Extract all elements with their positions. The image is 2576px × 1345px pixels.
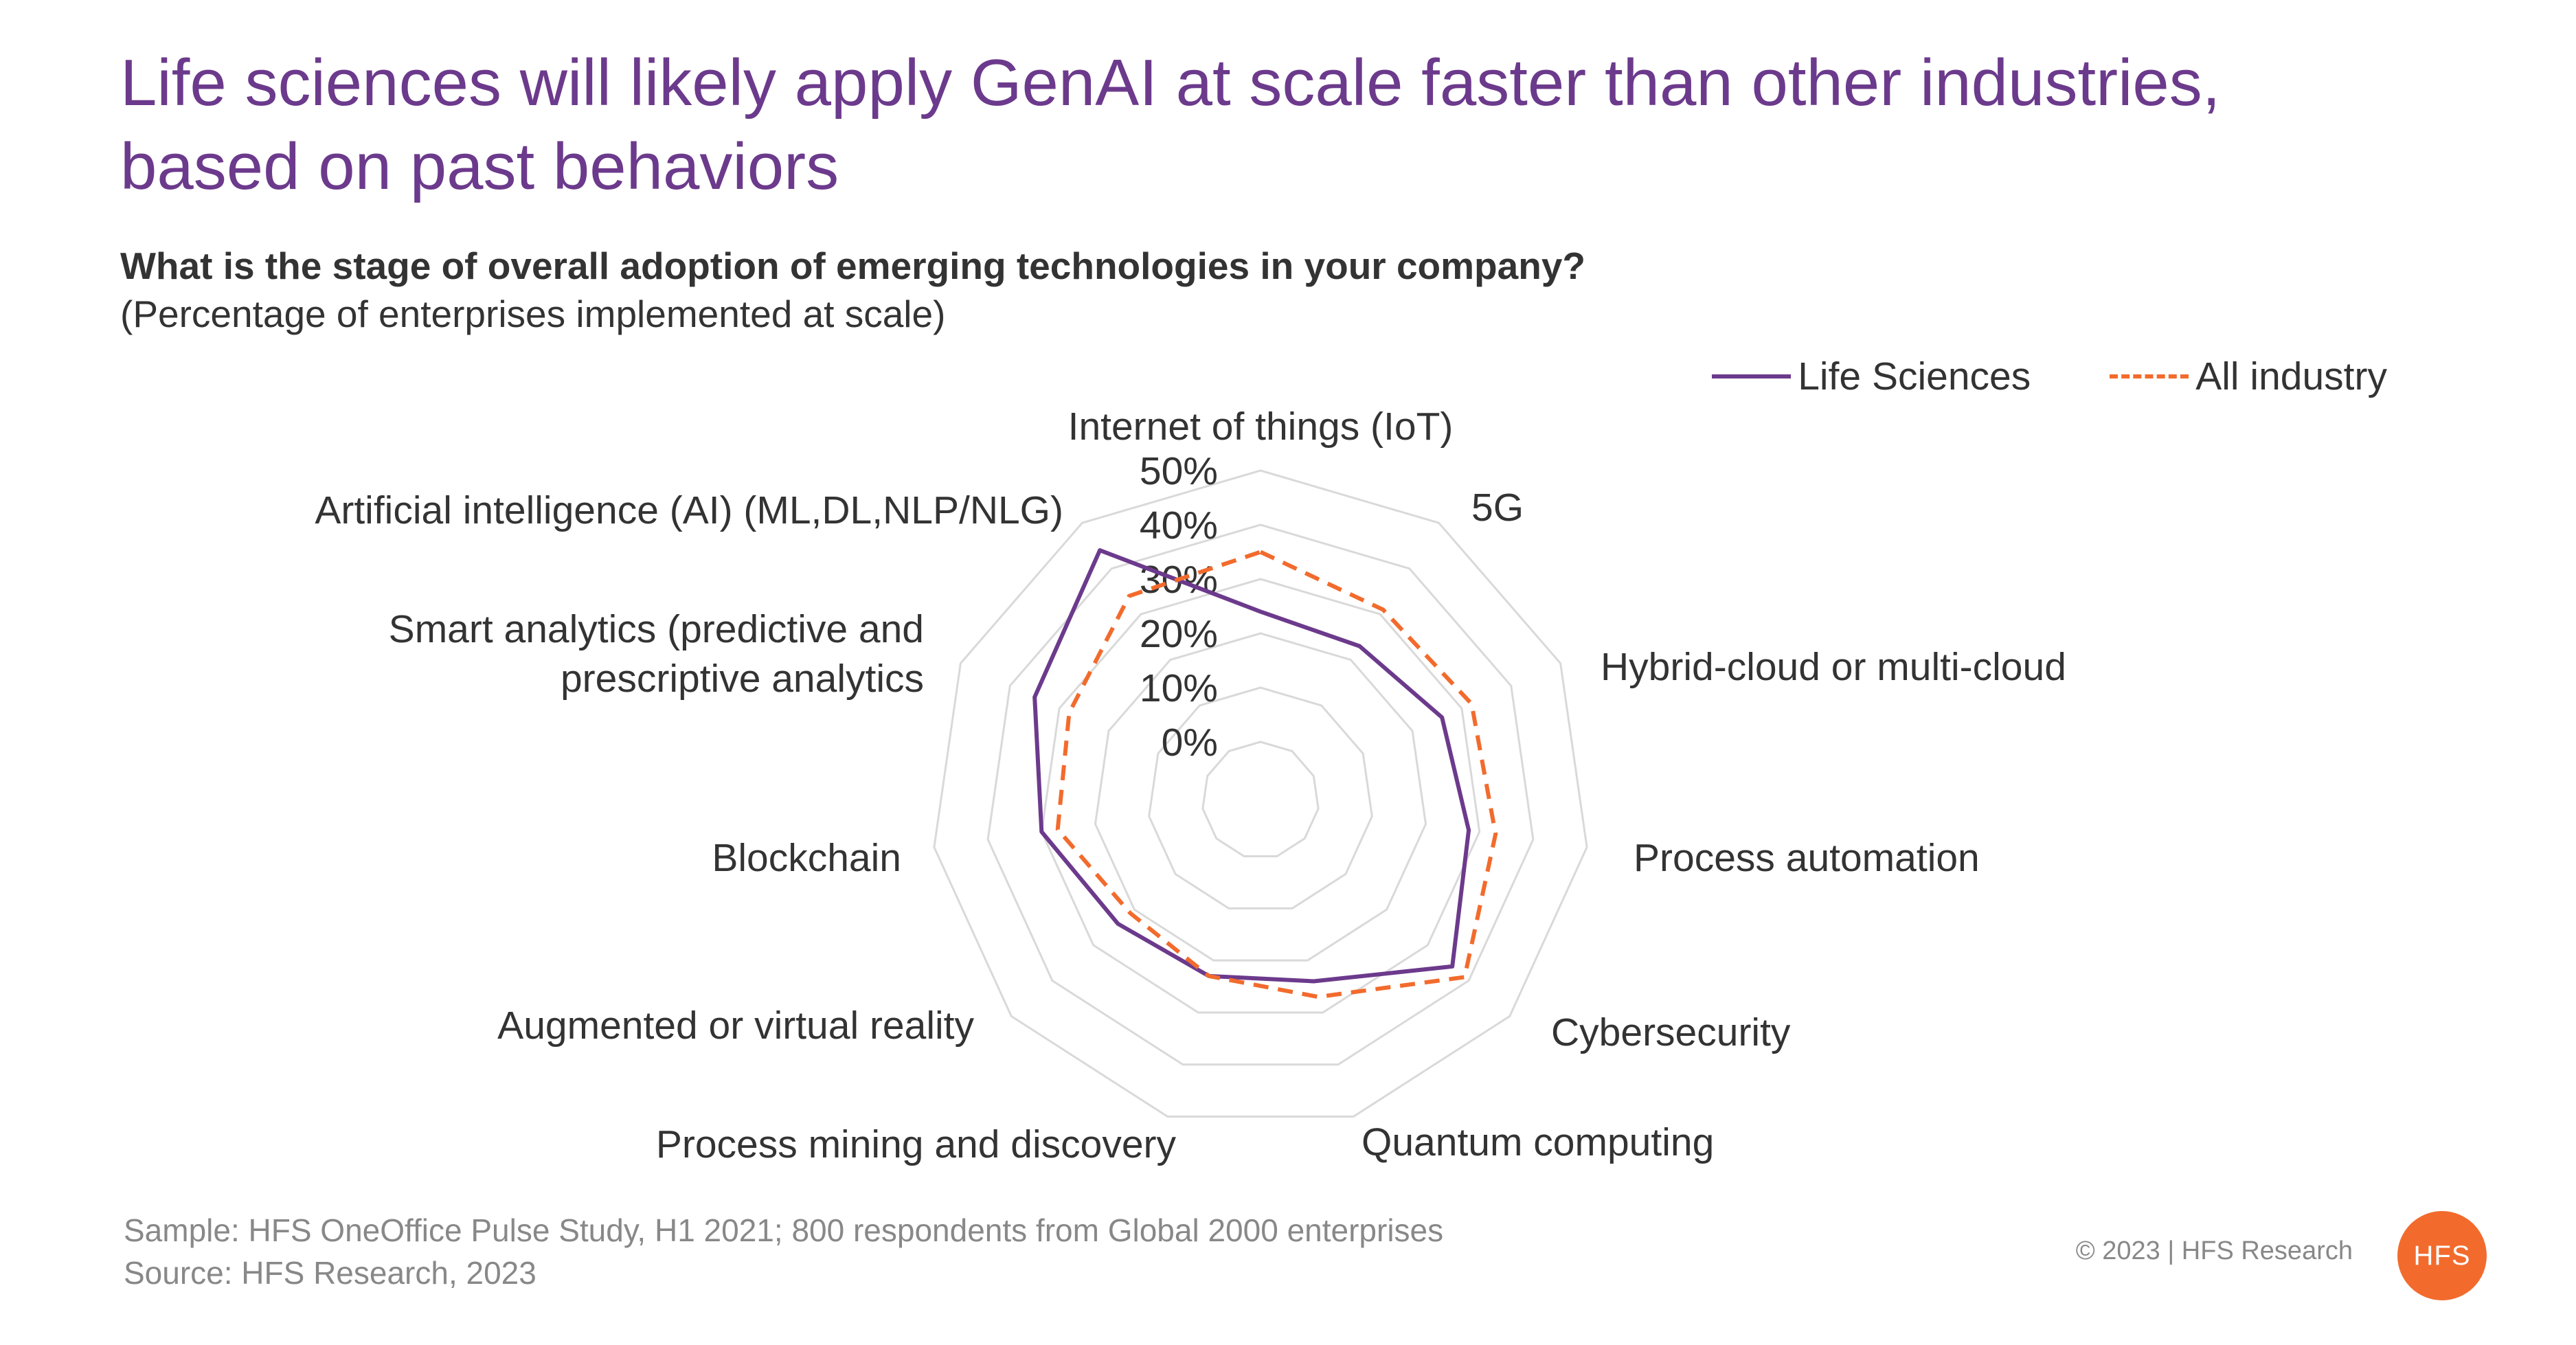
legend-label-life-sciences: Life Sciences bbox=[1798, 354, 2031, 398]
grid-ring-5 bbox=[933, 469, 1588, 1118]
axis-label: Smart analytics (predictive and prescript… bbox=[389, 607, 924, 701]
footer-sample: Sample: HFS OneOffice Pulse Study, H1 20… bbox=[124, 1212, 1444, 1248]
chart-question: What is the stage of overall adoption of… bbox=[120, 245, 1586, 287]
grid-ring-2 bbox=[1094, 632, 1427, 962]
tick-label: 0% bbox=[1162, 721, 1218, 765]
axis-label: Internet of things (IoT) bbox=[1068, 405, 1454, 449]
axis-label: Cybersecurity bbox=[1551, 1010, 1791, 1054]
grid-ring-4 bbox=[986, 523, 1535, 1066]
axis-label: Quantum computing bbox=[1362, 1120, 1714, 1164]
axis-label: 5G bbox=[1471, 486, 1524, 530]
grid-ring-0 bbox=[1201, 741, 1320, 858]
footer-source: Source: HFS Research, 2023 bbox=[124, 1255, 536, 1291]
grid-ring-3 bbox=[1040, 578, 1481, 1014]
hfs-logo: HFS bbox=[2397, 1211, 2487, 1300]
axis-label: Process automation bbox=[1634, 836, 1980, 880]
legend-label-all-industry: All industry bbox=[2195, 354, 2387, 398]
axis-label: Hybrid-cloud or multi-cloud bbox=[1601, 645, 2066, 689]
grid-ring-1 bbox=[1148, 686, 1373, 909]
tick-label: 30% bbox=[1140, 558, 1218, 602]
series-line-life-sciences bbox=[1032, 548, 1471, 984]
axis-label: Blockchain bbox=[712, 836, 901, 880]
logo-text: HFS bbox=[2413, 1240, 2471, 1271]
copyright-text: © 2023 | HFS Research bbox=[2075, 1236, 2353, 1265]
legend-item-life-sciences: Life Sciences bbox=[1712, 354, 2031, 399]
page-title: Life sciences will likely apply GenAI at… bbox=[120, 46, 2221, 203]
chart-subtitle: (Percentage of enterprises implemented a… bbox=[120, 293, 946, 335]
axis-label: Augmented or virtual reality bbox=[497, 1004, 974, 1048]
series-line-all-industry bbox=[1055, 550, 1498, 999]
legend-swatch-all-industry bbox=[2110, 374, 2189, 378]
axis-label: Artificial intelligence (AI) (ML,DL,NLP/… bbox=[315, 488, 1063, 532]
legend-swatch-life-sciences bbox=[1712, 374, 1792, 378]
axis-label: Process mining and discovery bbox=[656, 1122, 1177, 1166]
legend-item-all-industry: All industry bbox=[2110, 354, 2387, 399]
tick-label: 10% bbox=[1140, 666, 1218, 710]
tick-label: 40% bbox=[1140, 504, 1218, 547]
tick-label: 50% bbox=[1140, 449, 1218, 493]
footer-notes: Sample: HFS OneOffice Pulse Study, H1 20… bbox=[124, 1209, 1443, 1294]
tick-label: 20% bbox=[1140, 612, 1218, 656]
chart-legend: Life Sciences All industry bbox=[1633, 354, 2387, 399]
